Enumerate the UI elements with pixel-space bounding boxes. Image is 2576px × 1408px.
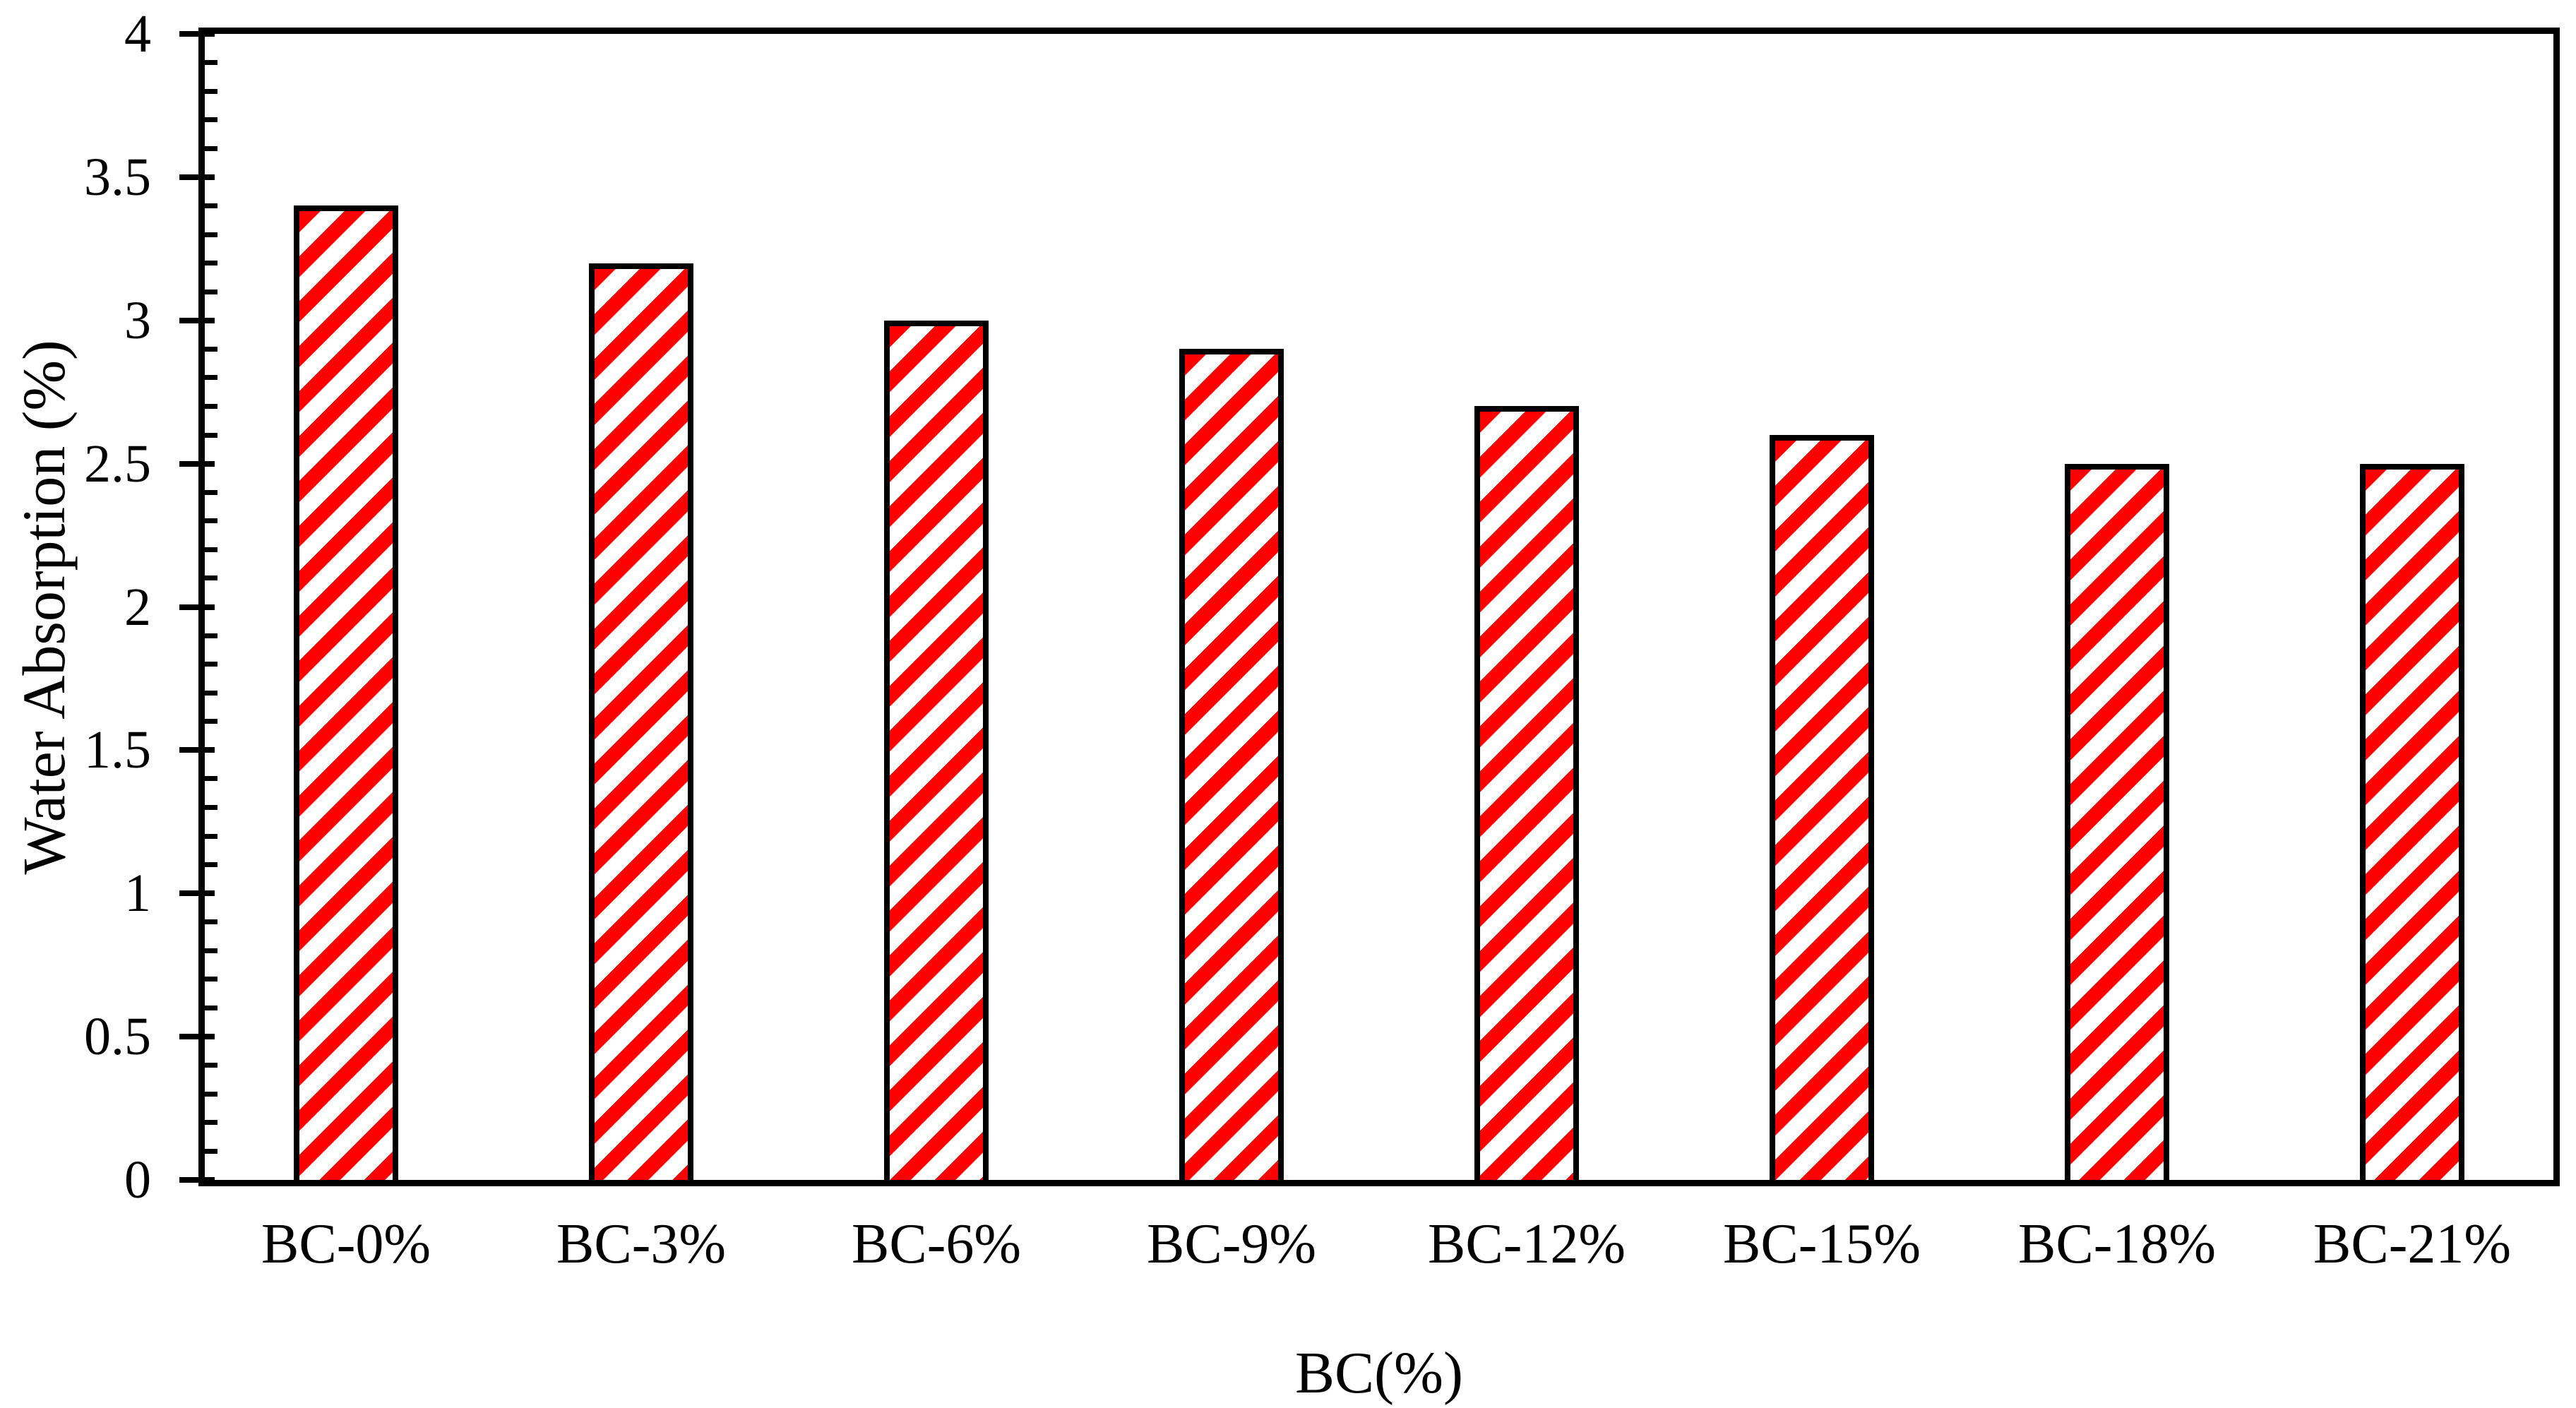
plot-area [198,28,2560,1186]
y-axis-major-tick [179,604,215,610]
bar-BC-6% [884,320,989,1180]
y-axis-tick-label: 3.5 [84,147,151,207]
x-axis-title: BC(%) [1295,1340,1463,1406]
x-axis-category-label: BC-21% [2313,1213,2511,1275]
y-axis-minor-tick [205,489,217,495]
y-axis-tick-label: 2.5 [84,434,151,494]
y-axis-minor-tick [205,776,217,782]
x-axis-category-label: BC-15% [1723,1213,1921,1275]
y-axis-tick-label: 0.5 [84,1007,151,1067]
y-axis-tick-label: 4 [124,4,151,64]
y-axis-tick-label: 1 [124,864,151,924]
x-axis-category-label: BC-18% [2018,1213,2216,1275]
y-axis-minor-tick [205,1063,217,1068]
y-axis-major-tick [179,890,215,897]
y-axis-minor-tick [205,919,217,925]
y-axis-minor-tick [205,633,217,638]
bar-BC-21% [2360,463,2464,1180]
y-axis-minor-tick [205,145,217,151]
y-axis-minor-tick [205,261,217,266]
bar-BC-18% [2065,463,2169,1180]
y-axis-minor-tick [205,88,217,94]
y-axis-minor-tick [205,662,217,667]
y-axis-minor-tick [205,1148,217,1154]
y-axis-tick-label: 1.5 [84,720,151,780]
y-axis-major-tick [179,747,215,753]
x-axis-category-label: BC-3% [556,1213,726,1275]
y-axis-minor-tick [205,833,217,839]
x-axis-category-label: BC-0% [261,1213,431,1275]
y-axis-tick-label: 0 [124,1150,151,1210]
y-axis-major-tick [179,31,215,37]
y-axis-minor-tick [205,1006,217,1011]
y-axis-minor-tick [205,948,217,953]
y-axis-minor-tick [205,862,217,868]
y-axis-tick-label: 3 [124,290,151,350]
y-axis-major-tick [179,1034,215,1040]
y-axis-minor-tick [205,203,217,208]
y-axis-tick-label: 2 [124,577,151,637]
y-axis-major-tick [179,460,215,467]
y-axis-minor-tick [205,60,217,66]
y-axis-minor-tick [205,690,217,696]
y-axis-minor-tick [205,432,217,438]
y-axis-minor-tick [205,289,217,294]
bar-BC-12% [1474,406,1579,1180]
y-axis-major-tick [179,317,215,323]
x-axis-category-label: BC-9% [1147,1213,1316,1275]
y-axis-minor-tick [205,719,217,724]
x-axis-category-label: BC-12% [1428,1213,1626,1275]
y-axis-minor-tick [205,977,217,982]
y-axis-minor-tick [205,518,217,524]
y-axis-minor-tick [205,346,217,352]
bar-BC-9% [1179,349,1284,1180]
y-axis-minor-tick [205,117,217,123]
y-axis-minor-tick [205,547,217,552]
y-axis-minor-tick [205,403,217,409]
y-axis-minor-tick [205,1120,217,1126]
y-axis-minor-tick [205,575,217,581]
y-axis-major-tick [179,174,215,180]
bar-BC-3% [589,263,693,1180]
y-axis-major-tick [179,1177,215,1183]
bar-BC-0% [294,205,398,1180]
y-axis-minor-tick [205,232,217,237]
y-axis-minor-tick [205,805,217,811]
y-axis-minor-tick [205,1091,217,1097]
bar-BC-15% [1770,435,1874,1180]
x-axis-category-label: BC-6% [852,1213,1021,1275]
y-axis-minor-tick [205,375,217,381]
